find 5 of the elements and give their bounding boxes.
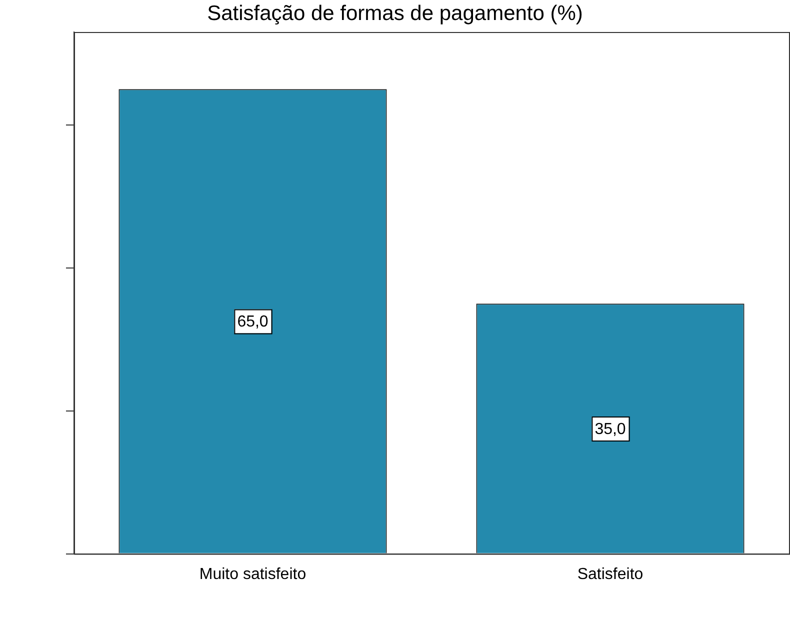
data-label: 65,0: [237, 314, 268, 331]
data-label: 35,0: [594, 420, 626, 438]
chart-title: Satisfação de formas de pagamento (%): [206, 2, 584, 26]
x-tick-label: Satisfeito: [577, 566, 644, 583]
x-tick-label: Muito satisfeito: [199, 566, 306, 583]
